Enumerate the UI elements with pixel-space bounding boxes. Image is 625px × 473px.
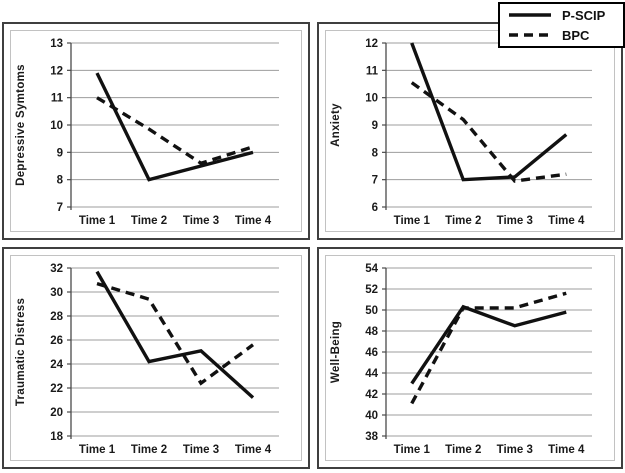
x-tick-label: Time 2 bbox=[445, 444, 481, 456]
x-tick-label: Time 4 bbox=[548, 215, 585, 227]
x-tick-label: Time 3 bbox=[183, 215, 219, 227]
legend-label-bpc: BPC bbox=[562, 27, 590, 43]
y-axis-title: Depressive Symtoms bbox=[15, 64, 27, 186]
series-line-bpc bbox=[410, 291, 567, 405]
y-tick-label: 46 bbox=[365, 347, 378, 359]
x-tick-label: Time 4 bbox=[235, 215, 272, 227]
anxiety-chart: 6 7 8 9 10 11 12 Time 1 Time 2 Time 3 Time 4 Anxiet… bbox=[330, 38, 592, 227]
y-tick-label: 18 bbox=[50, 431, 63, 443]
legend: P-SCIP BPC bbox=[498, 2, 625, 48]
chart-area-well-being: 38 40 42 44 46 48 50 52 54 Time 1 Time 2 Time 3 Time… bbox=[325, 255, 615, 461]
x-tick-label: Time 3 bbox=[497, 215, 533, 227]
solid-line-icon bbox=[509, 13, 551, 17]
series-line-bpc bbox=[410, 81, 567, 183]
y-tick-label: 10 bbox=[365, 93, 378, 105]
y-tick-label: 13 bbox=[50, 38, 63, 50]
series-line-p-scip bbox=[95, 72, 254, 182]
series-line-p-scip bbox=[410, 304, 567, 385]
y-tick-label: 11 bbox=[366, 65, 379, 77]
y-tick-label: 8 bbox=[57, 175, 64, 187]
y-tick-label: 12 bbox=[50, 65, 63, 77]
x-tick-label: Time 2 bbox=[445, 215, 481, 227]
x-tick-label: Time 1 bbox=[394, 215, 431, 227]
series-line-bpc bbox=[96, 96, 254, 166]
y-tick-label: 24 bbox=[50, 359, 63, 371]
chart-area-depressive-symtoms: 7 8 9 10 11 12 13 Time 1 Time 2 Time 3 Time 4 Depre… bbox=[10, 30, 302, 232]
y-tick-label: 9 bbox=[57, 147, 63, 159]
y-tick-label: 10 bbox=[50, 120, 63, 132]
panel-depressive-symtoms: 7 8 9 10 11 12 13 Time 1 Time 2 Time 3 Time 4 Depre… bbox=[2, 22, 310, 240]
panel-anxiety: 6 7 8 9 10 11 12 Time 1 Time 2 Time 3 Time 4 Anxiet… bbox=[317, 22, 623, 240]
y-axis-title: Anxiety bbox=[330, 103, 342, 147]
y-tick-label: 28 bbox=[50, 311, 63, 323]
y-tick-label: 52 bbox=[365, 284, 378, 296]
chart-area-traumatic-distress: 18 20 22 24 26 28 30 32 Time 1 Time 2 Time 3 Time 4… bbox=[10, 255, 302, 461]
legend-item-pscip: P-SCIP bbox=[508, 7, 623, 24]
series-line-bpc bbox=[96, 281, 255, 386]
y-tick-label: 42 bbox=[365, 389, 378, 401]
x-tick-label: Time 4 bbox=[548, 444, 585, 456]
dashed-line-icon bbox=[509, 33, 551, 37]
y-tick-label: 6 bbox=[372, 202, 378, 214]
x-tick-label: Time 2 bbox=[131, 215, 167, 227]
y-tick-label: 30 bbox=[50, 287, 63, 299]
y-tick-label: 38 bbox=[365, 431, 378, 443]
x-tick-label: Time 3 bbox=[497, 444, 533, 456]
y-tick-label: 26 bbox=[50, 335, 63, 347]
legend-item-bpc: BPC bbox=[508, 27, 623, 44]
x-tick-label: Time 1 bbox=[79, 444, 116, 456]
y-tick-label: 9 bbox=[372, 120, 378, 132]
panel-well-being: 38 40 42 44 46 48 50 52 54 Time 1 Time 2 Time 3 Time… bbox=[317, 247, 623, 469]
y-tick-label: 44 bbox=[365, 368, 378, 380]
y-tick-label: 8 bbox=[372, 147, 379, 159]
y-tick-label: 12 bbox=[365, 38, 378, 50]
x-tick-label: Time 4 bbox=[235, 444, 272, 456]
x-tick-label: Time 2 bbox=[131, 444, 167, 456]
depressive-symtoms-chart: 7 8 9 10 11 12 13 Time 1 Time 2 Time 3 Time 4 Depre… bbox=[15, 38, 279, 227]
y-tick-label: 22 bbox=[50, 383, 63, 395]
series-line-p-scip bbox=[95, 270, 255, 399]
y-tick-label: 48 bbox=[365, 326, 378, 338]
panel-traumatic-distress: 18 20 22 24 26 28 30 32 Time 1 Time 2 Time 3 Time 4… bbox=[2, 247, 310, 469]
y-tick-label: 50 bbox=[365, 305, 378, 317]
x-tick-label: Time 1 bbox=[394, 444, 431, 456]
x-tick-label: Time 1 bbox=[79, 215, 116, 227]
y-tick-label: 54 bbox=[365, 263, 378, 275]
y-tick-label: 7 bbox=[372, 175, 378, 187]
y-tick-label: 11 bbox=[51, 93, 64, 105]
legend-label-pscip: P-SCIP bbox=[562, 7, 606, 23]
y-axis-title: Traumatic Distress bbox=[15, 298, 27, 406]
traumatic-distress-chart: 18 20 22 24 26 28 30 32 Time 1 Time 2 Time 3 Time 4… bbox=[15, 263, 279, 456]
y-tick-label: 7 bbox=[57, 202, 63, 214]
y-tick-label: 32 bbox=[50, 263, 63, 275]
series-line-p-scip bbox=[410, 42, 568, 182]
chart-area-anxiety: 6 7 8 9 10 11 12 Time 1 Time 2 Time 3 Time 4 Anxiet… bbox=[325, 30, 615, 232]
x-tick-label: Time 3 bbox=[183, 444, 219, 456]
well-being-chart: 38 40 42 44 46 48 50 52 54 Time 1 Time 2 Time 3 Time… bbox=[330, 263, 592, 456]
y-tick-label: 20 bbox=[50, 407, 63, 419]
y-tick-label: 40 bbox=[365, 410, 378, 422]
y-axis-title: Well-Being bbox=[330, 321, 342, 383]
